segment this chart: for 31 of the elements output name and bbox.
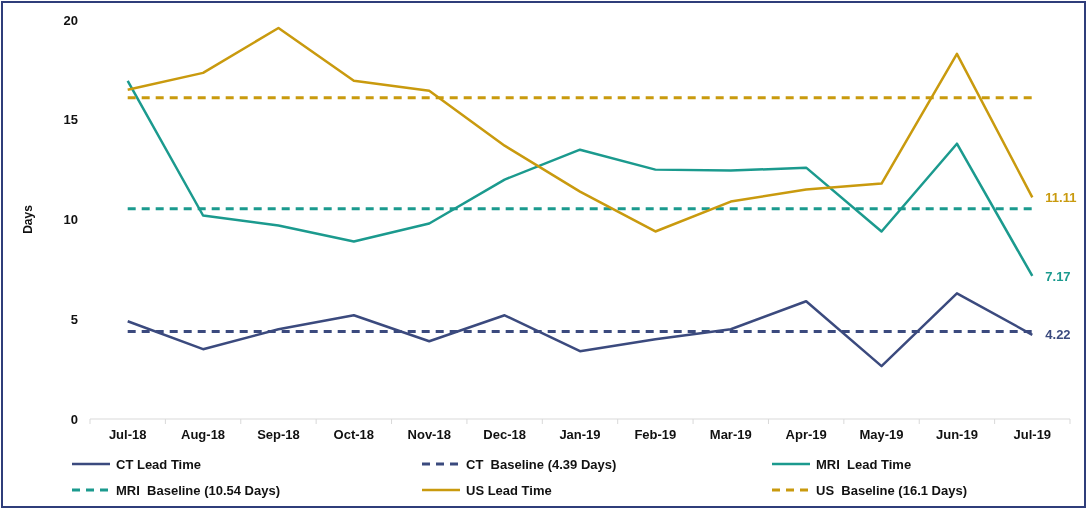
y-tick-label: 20: [63, 12, 78, 28]
y-tick-label: 0: [70, 411, 78, 427]
x-tick-label: Feb-19: [634, 427, 677, 442]
y-tick-label: 15: [63, 112, 78, 128]
x-tick-label: May-19: [859, 427, 904, 442]
x-tick-label: Nov-18: [407, 427, 451, 442]
x-tick-label: Aug-18: [181, 427, 226, 442]
legend-label: MRI Lead Time: [816, 456, 912, 472]
x-tick-label: Oct-18: [333, 427, 375, 442]
data-label: 7.17: [1045, 268, 1071, 284]
line-series: [126, 79, 1034, 278]
y-tick-label: 10: [63, 212, 78, 228]
legend-label: CT Baseline (4.39 Days): [466, 456, 617, 472]
x-tick-label: Apr-19: [785, 427, 827, 442]
data-label: 11.11: [1045, 189, 1077, 205]
legend-label: US Lead Time: [466, 482, 552, 498]
y-tick-label: 5: [70, 311, 78, 327]
legend-label: MRI Baseline (10.54 Days): [116, 482, 281, 498]
x-tick-label: Jul-18: [108, 427, 147, 442]
line-series: [126, 292, 1034, 368]
line-series: [126, 26, 1034, 233]
data-label: 4.22: [1045, 327, 1071, 343]
x-tick-label: Mar-19: [709, 427, 752, 442]
legend-label: CT Lead Time: [116, 456, 202, 472]
x-tick-label: Jul-19: [1013, 427, 1052, 442]
x-tick-label: Jun-19: [935, 427, 978, 442]
x-tick-label: Dec-18: [483, 427, 526, 442]
x-tick-label: Sep-18: [257, 427, 300, 442]
x-tick-label: Jan-19: [559, 427, 601, 442]
legend-label: US Baseline (16.1 Days): [816, 482, 968, 498]
y-axis-title: Days: [21, 204, 35, 234]
